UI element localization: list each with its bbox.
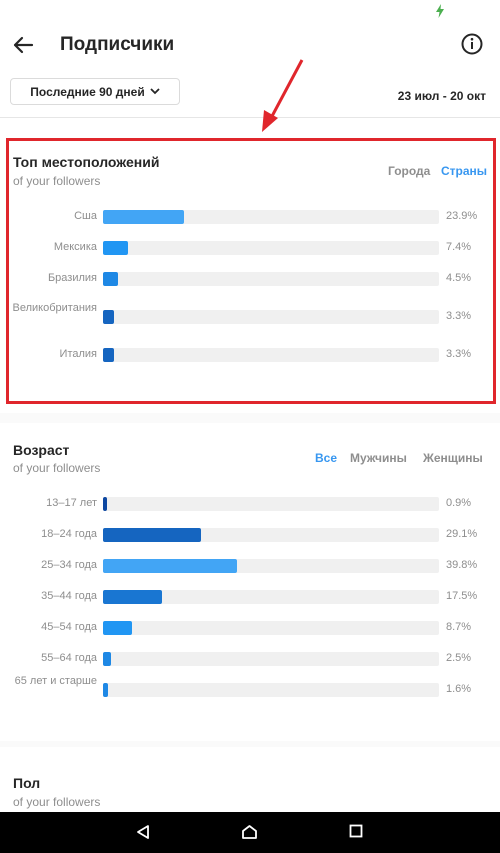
age-subtitle: of your followers (13, 461, 101, 475)
age-title: Возраст (13, 442, 70, 458)
age-row-label: 18–24 года (41, 528, 97, 540)
app-header: Подписчики (0, 22, 500, 68)
age-bar-fill (103, 652, 112, 666)
age-bar-fill (103, 621, 133, 635)
age-bar-fill (103, 497, 107, 511)
age-row: 35–44 года 17.5% (0, 587, 500, 607)
divider (0, 117, 500, 118)
section-gap (0, 741, 500, 747)
location-row-percent: 3.3% (446, 348, 472, 360)
age-row: 13–17 лет 0.9% (0, 494, 500, 514)
age-row-percent: 29.1% (446, 528, 478, 540)
gender-title: Пол (13, 775, 41, 791)
location-row-percent: 4.5% (446, 272, 472, 284)
age-bar-track (103, 497, 439, 511)
age-row-percent: 17.5% (446, 590, 478, 602)
filter-countries[interactable]: Страны (441, 164, 488, 178)
location-row: Великобритания 3.3% (0, 302, 500, 327)
age-row: 65 лет и старше 1.6% (0, 675, 500, 700)
location-row-percent: 3.3% (446, 310, 472, 322)
age-bar-track (103, 590, 439, 604)
location-bar-fill (103, 241, 128, 255)
location-row-percent: 7.4% (446, 241, 472, 253)
location-row: Италия 3.3% (0, 345, 500, 365)
age-row-label: 45–54 года (41, 621, 97, 633)
filter-cities[interactable]: Города (388, 164, 431, 178)
section-gap (0, 413, 500, 423)
location-bar-track (103, 210, 439, 224)
age-row: 55–64 года 2.5% (0, 649, 500, 669)
location-bar-fill (103, 210, 184, 224)
age-row-percent: 39.8% (446, 559, 478, 571)
age-row-label: 55–64 года (41, 652, 97, 664)
android-nav-bar (0, 812, 500, 853)
age-row: 18–24 года 29.1% (0, 525, 500, 545)
age-bar-fill (103, 559, 238, 573)
filter-all[interactable]: Все (315, 451, 338, 465)
location-bar-track (103, 241, 439, 255)
location-row-label: Италия (59, 348, 97, 360)
nav-back-icon[interactable] (135, 824, 151, 840)
location-bar-fill (103, 310, 115, 324)
age-row: 25–34 года 39.8% (0, 556, 500, 576)
location-bar-fill (103, 348, 115, 362)
age-row-label: 65 лет и старше (14, 675, 97, 687)
location-bar-track (103, 348, 439, 362)
red-arrow-annotation (262, 59, 304, 132)
age-row-label: 25–34 года (41, 559, 97, 571)
age-bar-fill (103, 590, 163, 604)
location-row-label: Сша (74, 210, 97, 222)
date-range-selected: Последние 90 дней (30, 84, 145, 99)
date-range-dropdown[interactable]: Последние 90 дней (10, 78, 180, 105)
status-bar (0, 0, 500, 22)
location-row-label: Великобритания (12, 302, 97, 314)
date-range-text: 23 июл - 20 окт (397, 89, 486, 103)
red-highlight-box (6, 138, 496, 404)
nav-home-icon[interactable] (241, 824, 258, 840)
nav-recents-icon[interactable] (349, 824, 363, 838)
age-row-percent: 1.6% (446, 683, 472, 695)
age-bar-track (103, 559, 439, 573)
gender-subtitle: of your followers (13, 795, 101, 809)
age-row: 45–54 года 8.7% (0, 618, 500, 638)
age-bar-track (103, 683, 439, 697)
age-row-percent: 2.5% (446, 652, 472, 664)
age-row-label: 13–17 лет (46, 497, 97, 509)
age-bar-fill (103, 683, 109, 697)
page-title: Подписчики (60, 34, 175, 55)
age-row-percent: 0.9% (446, 497, 472, 509)
back-arrow-icon[interactable] (10, 32, 36, 58)
filter-women[interactable]: Женщины (423, 451, 483, 465)
location-row: Сша 23.9% (0, 207, 500, 227)
location-row: Бразилия 4.5% (0, 269, 500, 289)
locations-title: Топ местоположений (13, 154, 160, 170)
location-row-label: Бразилия (47, 272, 97, 284)
chevron-down-icon (150, 88, 160, 95)
location-bar-track (103, 310, 439, 324)
age-bar-track (103, 652, 439, 666)
age-bar-fill (103, 528, 202, 542)
location-bar-fill (103, 272, 119, 286)
location-bar-track (103, 272, 439, 286)
age-bar-track (103, 621, 439, 635)
filter-men[interactable]: Мужчины (350, 451, 407, 465)
age-row-label: 35–44 года (41, 590, 97, 602)
locations-subtitle: of your followers (13, 174, 101, 188)
location-row-percent: 23.9% (446, 210, 478, 222)
age-bar-track (103, 528, 439, 542)
age-row-percent: 8.7% (446, 621, 472, 633)
location-row-label: Мексика (53, 241, 97, 253)
charging-icon (436, 4, 444, 18)
info-icon[interactable] (460, 32, 484, 56)
location-row: Мексика 7.4% (0, 238, 500, 258)
